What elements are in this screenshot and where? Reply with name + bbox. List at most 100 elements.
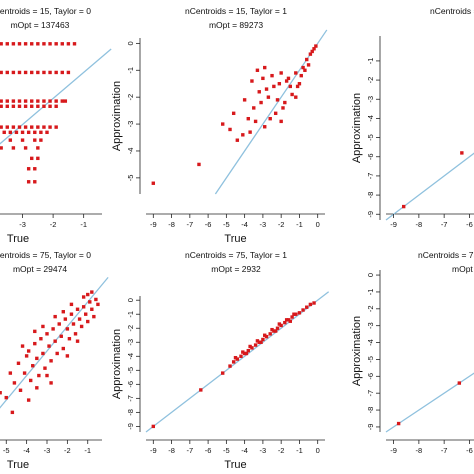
data-point [286,318,291,322]
data-point [283,100,287,105]
data-point [259,340,263,344]
data-point [279,71,283,75]
x-tick-label: -8 [168,446,175,455]
panel-mopt-label: mOpt = 89273 [209,20,263,30]
data-point [43,366,47,370]
data-point [270,73,274,78]
data-point [29,378,33,383]
x-tick-label: -5 [223,220,230,229]
data-point [10,410,15,415]
x-tick-label: -9 [390,446,397,455]
panel-title: nCentroids = 75, Taylor = 0 [0,250,91,260]
data-point [281,106,285,110]
data-point [49,359,53,363]
y-tick-label: -3 [126,121,135,128]
x-tick-label: -3 [19,220,26,229]
y-axis-label: Approximation [351,316,363,386]
x-tick-label: -4 [241,446,248,455]
data-point [20,138,25,142]
data-point [283,320,287,325]
data-point [51,327,55,331]
data-point [36,104,40,108]
data-point [54,125,58,129]
data-point [20,130,25,135]
data-point [273,111,278,116]
data-point [401,204,406,209]
data-point [246,348,250,353]
y-tick-label: -5 [366,356,375,363]
data-point [294,71,298,75]
x-tick-label: -7 [441,220,448,229]
bottom-right-title-fragment: nCentroids = 75, Taylor = 2 [418,250,474,260]
data-point [257,90,261,94]
x-tick-label: -5 [223,446,230,455]
data-point [261,76,265,81]
data-point [26,398,31,402]
data-point [266,95,271,99]
data-point [297,311,302,315]
data-point [55,351,59,356]
data-point [30,104,34,108]
x-tick-label: -1 [80,220,87,229]
data-point [36,125,40,129]
data-point [268,332,272,336]
data-point [23,146,28,150]
data-point [73,332,78,336]
data-point [5,125,9,129]
x-tick-label: -9 [150,220,157,229]
data-point [36,99,40,103]
y-tick-label: -1 [366,289,375,296]
data-point [42,104,46,108]
data-point [2,130,6,135]
data-point [0,42,3,46]
data-point [81,295,86,299]
data-point [288,319,292,323]
y-tick-label: -1 [126,311,135,318]
data-point [297,82,302,86]
y-tick-label: -4 [126,353,135,360]
data-point [77,317,82,321]
y-tick-label: -9 [366,211,375,218]
data-point [11,125,16,129]
data-point [48,104,52,108]
y-tick-label: -4 [366,339,375,346]
data-point [8,138,13,142]
data-point [33,138,37,142]
data-point [272,84,276,89]
data-point [36,42,40,46]
data-point [96,302,100,307]
data-point [272,329,276,333]
data-point [270,327,274,332]
data-point [244,351,249,356]
reference-line [145,291,330,433]
data-point [63,99,68,103]
data-point [308,302,313,307]
y-tick-label: -8 [126,409,135,416]
data-point [264,334,269,339]
data-point [88,300,92,304]
data-point [151,424,156,429]
x-tick-label: -6 [466,220,473,229]
data-point [4,395,8,400]
data-point [36,146,40,150]
data-point [5,99,9,103]
y-axis-label: Approximation [111,81,123,151]
data-point [86,292,90,297]
x-tick-label: -2 [64,446,71,455]
data-point [23,99,28,103]
data-point [61,310,65,314]
data-point [241,350,245,354]
data-point [8,371,13,375]
data-point [221,371,225,375]
data-point [33,130,37,135]
data-point [90,290,94,294]
data-point [0,104,3,108]
data-point [253,343,258,347]
x-axis-label: True [224,459,246,471]
data-point [314,44,318,48]
data-point [69,302,74,307]
data-point [8,130,13,135]
data-point [242,98,247,102]
data-point [42,125,46,129]
data-point [301,65,305,70]
